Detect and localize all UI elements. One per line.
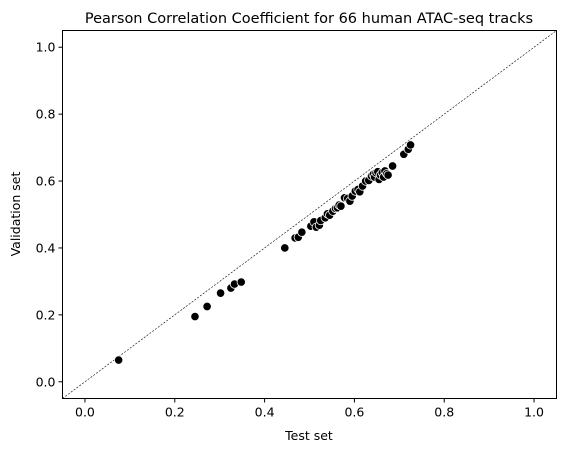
y-tick-label: 0.8: [36, 107, 56, 122]
x-axis-label: Test set: [284, 428, 333, 443]
y-tick-label: 0.2: [36, 307, 56, 322]
x-axis: 0.0 0.2 0.4 0.6 0.8 1.0: [75, 398, 544, 420]
data-point: [280, 243, 290, 253]
chart-title: Pearson Correlation Coefficient for 66 h…: [85, 11, 533, 27]
data-point: [388, 161, 398, 171]
x-tick-label: 0.0: [75, 405, 95, 420]
y-tick-label: 0.0: [36, 374, 56, 389]
data-point: [336, 201, 346, 211]
data-point: [216, 288, 226, 298]
plot-area: [62, 30, 557, 399]
y-tick-label: 1.0: [36, 40, 56, 55]
x-tick-label: 1.0: [524, 405, 544, 420]
y-axis-label: Validation set: [8, 172, 23, 257]
data-point: [383, 170, 393, 180]
x-tick-label: 0.6: [344, 405, 364, 420]
data-point: [405, 140, 416, 150]
data-point: [190, 311, 200, 322]
identity-line: [62, 30, 557, 399]
y-tick-label: 0.4: [36, 240, 56, 255]
data-point: [114, 355, 124, 365]
data-point: [236, 277, 246, 287]
y-tick-label: 0.6: [36, 174, 56, 189]
x-tick-label: 0.4: [255, 405, 275, 420]
x-tick-label: 0.2: [165, 405, 185, 420]
data-point: [297, 227, 307, 237]
plot-frame: [62, 30, 557, 399]
y-axis: 0.0 0.2 0.4 0.6 0.8 1.0: [36, 40, 63, 389]
x-tick-label: 0.8: [434, 405, 454, 420]
data-point: [202, 301, 212, 312]
